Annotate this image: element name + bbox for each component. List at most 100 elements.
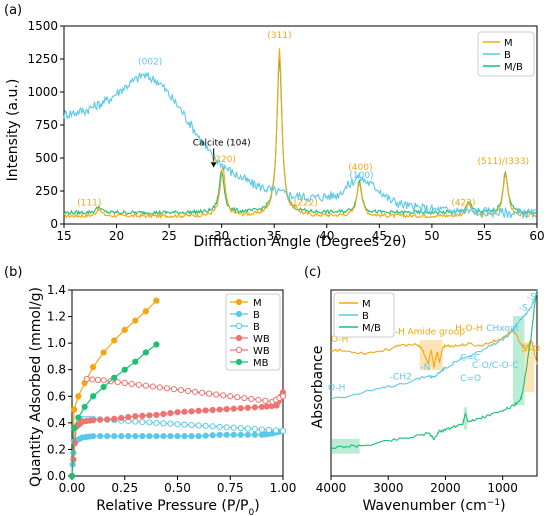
series-point-WB — [188, 408, 195, 415]
series-point-B — [181, 421, 188, 428]
band-annotation: -N — [420, 363, 430, 373]
series-point-WB — [213, 391, 220, 398]
series-point-WB — [94, 376, 102, 383]
series-point-WB — [202, 407, 209, 414]
y-tick-label-b: 0.8 — [47, 363, 66, 377]
series-point-MB — [68, 472, 76, 480]
xrd-plot: 15 20 25 30 35 40 45 50 55 60 0 250 500 750 1000 1250 15… — [27, 19, 544, 243]
series-point-WB — [118, 414, 125, 422]
series-point-WB — [220, 392, 227, 399]
xlabel-b-sub: 0 — [249, 508, 255, 516]
series-point-B — [209, 432, 216, 439]
series-point-WB — [167, 410, 174, 417]
y-tick-label-b: 1.0 — [47, 336, 66, 350]
series-point-MB — [153, 341, 160, 348]
series-point-WB — [104, 416, 111, 423]
plot-a-frame — [63, 25, 538, 225]
series-point-WB — [174, 409, 181, 416]
series-point-B — [90, 433, 97, 440]
peak-annotation: (100) — [349, 171, 373, 181]
series-point-WB — [248, 395, 255, 403]
series-point-WB — [209, 406, 216, 414]
series-point-WB — [121, 379, 128, 387]
series-point-B — [104, 433, 111, 440]
y-tick-label-a: 1000 — [27, 85, 58, 99]
x-tick-label-a: 50 — [424, 229, 439, 243]
series-line-M — [63, 48, 537, 220]
series-point-B — [118, 433, 125, 440]
xlabel-c-end: ) — [500, 498, 505, 514]
series-point-WB — [170, 386, 178, 393]
series-point-M — [121, 326, 128, 333]
series-point-WB — [234, 394, 241, 401]
series-point-WB — [237, 405, 244, 412]
ylabel-b: Quantity Adsorbed (mmol/g) — [28, 287, 44, 487]
series-point-MB — [132, 358, 139, 365]
series-point-B — [195, 433, 202, 440]
series-point-WB — [230, 405, 237, 412]
x-tick-label-a: 45 — [372, 229, 387, 243]
series-point-B — [209, 423, 216, 430]
series-point-B — [97, 433, 104, 440]
series-point-B — [153, 419, 160, 426]
band-annotation: O-H — [328, 383, 345, 393]
series-point-B — [146, 433, 153, 440]
series-point-B — [167, 420, 174, 427]
peak-annotation: (002) — [138, 57, 162, 67]
peak-annotation: (400) — [348, 163, 372, 173]
peak-annotation: (222) — [294, 199, 318, 209]
series-point-WB — [90, 417, 97, 424]
series-point-WB — [223, 406, 230, 413]
series-point-B — [272, 427, 280, 434]
series-point-WB — [111, 415, 118, 422]
highlight-band — [463, 407, 468, 430]
legend-marker-b — [235, 346, 243, 354]
x-tick-label-a: 35 — [267, 229, 282, 243]
xlabel-a: Diffraction Angle (Degrees 2θ) — [193, 234, 406, 250]
series-point-MB — [142, 349, 149, 356]
series-point-WB — [262, 397, 269, 404]
series-point-M — [153, 297, 160, 304]
series-point-WB — [227, 393, 234, 400]
series-point-MB — [111, 374, 118, 381]
series-point-B — [223, 424, 230, 431]
series-point-MB — [100, 383, 107, 391]
series-line-MB — [63, 55, 537, 217]
series-point-WB — [195, 407, 202, 414]
series-point-WB — [139, 412, 146, 419]
series-point-B — [160, 420, 167, 427]
legend-label-a: M/B — [504, 62, 523, 73]
series-point-WB — [153, 411, 160, 418]
series-line-M — [71, 300, 157, 477]
xlabel-b-end: ) — [254, 498, 259, 514]
y-tick-label-b: 1.4 — [47, 283, 66, 297]
legend-marker-b — [235, 298, 243, 306]
legend-label-b: MB — [253, 358, 269, 369]
series-line-MB — [330, 289, 538, 450]
band-annotation: Si-O — [521, 344, 540, 354]
series-point-WB — [251, 404, 258, 411]
xlabel-c: Wavenumber (cm−1) — [362, 498, 505, 514]
x-tick-label-c: 2000 — [430, 481, 461, 495]
series-point-WB — [70, 456, 77, 463]
series-point-B — [153, 433, 160, 440]
x-tick-label-c: 4000 — [316, 481, 347, 495]
y-tick-label-b: 1.2 — [47, 310, 66, 324]
series-point-WB — [83, 375, 90, 383]
highlight-band — [331, 438, 360, 454]
series-point-MB — [75, 414, 82, 421]
legend-marker-b — [235, 322, 243, 330]
series-point-WB — [160, 410, 167, 418]
y-tick-label-a: 1500 — [27, 19, 58, 33]
legend-label-a: B — [504, 50, 511, 61]
series-point-WB — [216, 406, 223, 413]
x-tick-label-a: 25 — [161, 229, 176, 243]
series-point-B — [216, 423, 223, 430]
panel-label-c: (c) — [304, 265, 321, 280]
x-tick-label-b: 0.75 — [217, 481, 244, 495]
x-tick-label-b: 0.50 — [164, 481, 191, 495]
series-point-B — [139, 433, 146, 440]
series-point-WB — [263, 403, 270, 410]
